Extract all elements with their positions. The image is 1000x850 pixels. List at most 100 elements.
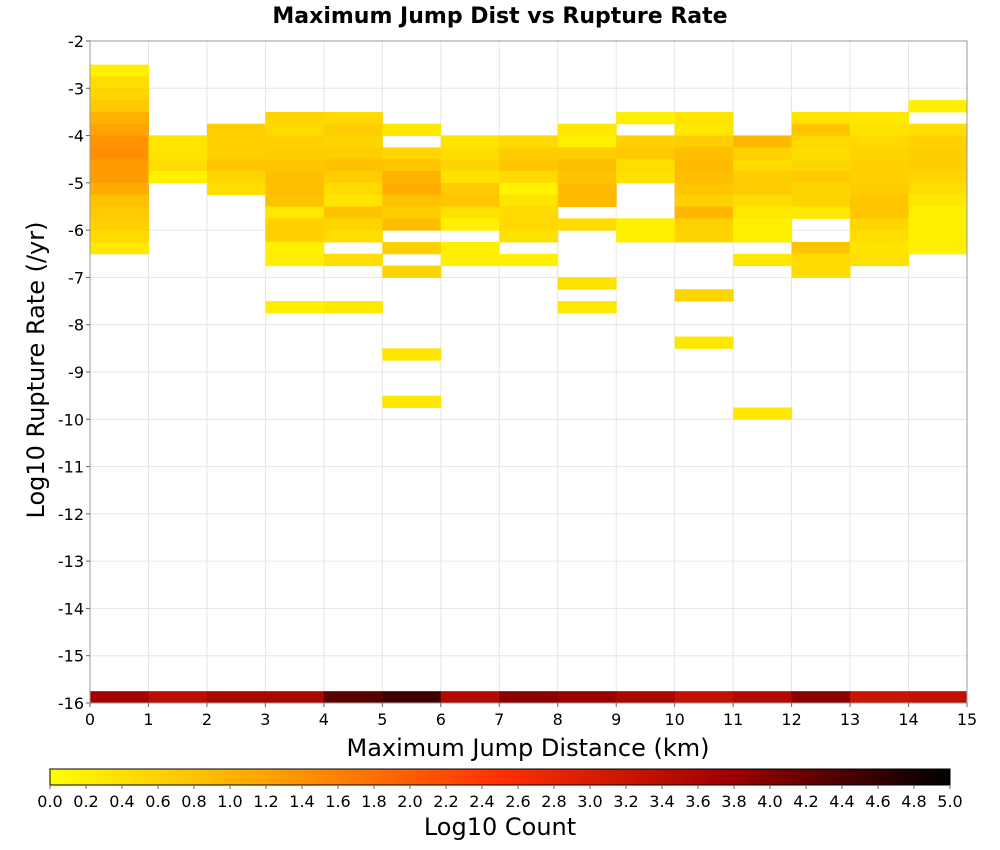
heatmap-cell xyxy=(440,171,500,184)
heatmap-cell xyxy=(616,691,676,704)
y-tick-label: -11 xyxy=(58,458,84,477)
colorbar-tick-label: 0.2 xyxy=(73,792,98,811)
colorbar-tick-label: 1.4 xyxy=(289,792,314,811)
heatmap-cell xyxy=(206,182,266,196)
heatmap-cell xyxy=(557,123,617,137)
colorbar-tick-label: 0.0 xyxy=(37,792,62,811)
heatmap-cell xyxy=(90,241,149,255)
heatmap-cell xyxy=(90,230,149,243)
x-tick-label: 15 xyxy=(957,710,977,729)
heatmap-cell xyxy=(90,64,149,77)
heatmap-cell xyxy=(440,691,500,704)
heatmap-cell xyxy=(850,218,910,231)
heatmap-cell xyxy=(90,171,149,184)
heatmap-cell xyxy=(616,218,676,231)
x-axis-ticks: 0 1 2 3 4 5 6 7 8 9 10 11 12 13 14 15 xyxy=(85,703,977,729)
y-tick-label: -2 xyxy=(68,32,84,51)
heatmap-cell xyxy=(908,194,968,207)
heatmap-cell xyxy=(733,230,793,243)
heatmap-cell xyxy=(265,123,325,137)
x-tick-label: 6 xyxy=(436,710,446,729)
heatmap-cell xyxy=(791,241,851,255)
heatmap-cell xyxy=(791,206,851,219)
heatmap-cell xyxy=(90,76,149,89)
heatmap-cell xyxy=(499,159,559,172)
heatmap-cell xyxy=(850,171,910,184)
heatmap-cell xyxy=(908,147,968,160)
heatmap-cell xyxy=(557,159,617,172)
heatmap-cell xyxy=(382,182,442,196)
heatmap-cell xyxy=(440,253,500,267)
heatmap-cell xyxy=(733,206,793,219)
heatmap-cell xyxy=(265,111,325,125)
heatmap-cell xyxy=(90,691,149,704)
heatmap-cell xyxy=(850,123,910,137)
heatmap-cell xyxy=(908,230,968,243)
heatmap-cell xyxy=(265,301,325,314)
heatmap-cell xyxy=(499,194,559,207)
heatmap-cell xyxy=(850,691,910,704)
heatmap-cell xyxy=(206,159,266,172)
chart-title: Maximum Jump Dist vs Rupture Rate xyxy=(272,4,727,29)
heatmap-cell xyxy=(674,206,734,219)
heatmap-cell xyxy=(499,135,559,148)
heatmap-cell xyxy=(323,691,383,704)
heatmap-cell xyxy=(90,194,149,207)
heatmap-cell xyxy=(440,135,500,148)
heatmap-cell xyxy=(206,135,266,148)
heatmap-cell xyxy=(148,135,208,148)
heatmap-cell xyxy=(557,277,617,290)
colorbar-tick-label: 4.0 xyxy=(757,792,782,811)
colorbar-tick-label: 3.4 xyxy=(649,792,674,811)
heatmap-cell xyxy=(674,159,734,172)
heatmap-cell xyxy=(557,135,617,148)
colorbar-tick-label: 3.2 xyxy=(613,792,638,811)
heatmap-cell xyxy=(850,135,910,148)
y-tick-label: -6 xyxy=(68,221,84,240)
x-tick-label: 11 xyxy=(723,710,743,729)
y-tick-label: -10 xyxy=(58,410,84,429)
heatmap-cell xyxy=(733,159,793,172)
heatmap-cell xyxy=(323,206,383,219)
heatmap-cell xyxy=(674,135,734,148)
heatmap-cell xyxy=(90,111,149,125)
y-tick-label: -4 xyxy=(68,127,84,146)
colorbar-tick-label: 0.6 xyxy=(145,792,170,811)
heatmap-cell xyxy=(908,218,968,231)
heatmap-cell xyxy=(908,123,968,137)
colorbar-ticks: 0.0 0.2 0.4 0.6 0.8 1.0 1.2 1.4 1.6 1.8 2.0 2.2 2.4 2… xyxy=(37,785,963,811)
colorbar-tick-label: 2.0 xyxy=(397,792,422,811)
heatmap-cell xyxy=(616,230,676,243)
heatmap-cell xyxy=(733,253,793,267)
heatmap-cell xyxy=(382,159,442,172)
heatmap-cell xyxy=(850,241,910,255)
heatmap-cell xyxy=(382,171,442,184)
colorbar-tick-label: 2.8 xyxy=(541,792,566,811)
heatmap-cell xyxy=(382,147,442,160)
heatmap-cell xyxy=(265,206,325,219)
colorbar-tick-label: 1.6 xyxy=(325,792,350,811)
y-tick-label: -3 xyxy=(68,79,84,98)
heatmap-cell xyxy=(440,194,500,207)
x-tick-label: 7 xyxy=(494,710,504,729)
heatmap-cell xyxy=(148,147,208,160)
heatmap-cell xyxy=(791,147,851,160)
heatmap-cell xyxy=(90,147,149,160)
heatmap-cell xyxy=(90,88,149,101)
colorbar-label: Log10 Count xyxy=(424,813,576,841)
heatmap-cell xyxy=(616,135,676,148)
colorbar-tick-label: 3.8 xyxy=(721,792,746,811)
heatmap-cell xyxy=(206,123,266,137)
heatmap-cell xyxy=(206,691,266,704)
colorbar-tick-label: 2.6 xyxy=(505,792,530,811)
heatmap-cell xyxy=(908,691,968,704)
heatmap-cell xyxy=(499,171,559,184)
heatmap-cell xyxy=(616,147,676,160)
heatmap-cell xyxy=(850,111,910,125)
heatmap-cell xyxy=(382,691,442,704)
heatmap-cell xyxy=(908,241,968,255)
heatmap-cell xyxy=(90,159,149,172)
heatmap-cell xyxy=(323,171,383,184)
heatmap-cell xyxy=(791,159,851,172)
